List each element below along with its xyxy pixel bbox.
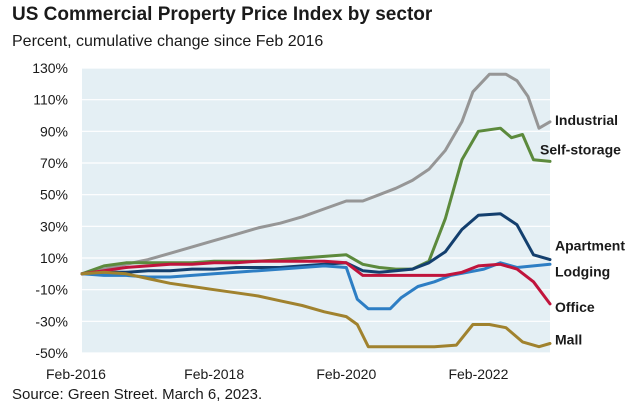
y-axis-ticks: 130% 110% 90% 70% 50% 30% 10% -10% -30% -50%: [32, 60, 68, 361]
y-tick-label: -10%: [35, 282, 68, 298]
y-tick-label: 130%: [32, 60, 68, 76]
y-tick-label: 10%: [40, 250, 68, 266]
chart-title: US Commercial Property Price Index by se…: [12, 4, 433, 25]
y-tick-label: 50%: [40, 187, 68, 203]
series-label-office: Office: [555, 299, 595, 315]
y-tick-label: 110%: [33, 92, 68, 108]
y-tick-label: 30%: [40, 218, 68, 234]
y-tick-label: 90%: [40, 123, 68, 139]
series-label-industrial: Industrial: [555, 112, 618, 128]
series-label-mall: Mall: [555, 332, 582, 348]
y-tick-label: -30%: [35, 313, 68, 329]
series-lines: [80, 72, 552, 349]
x-tick-label: Feb-2020: [316, 366, 376, 382]
series-line-lodging: [80, 261, 552, 311]
series-line-industrial: [80, 72, 552, 276]
source-note: Source: Green Street. March 6, 2023.: [12, 386, 263, 403]
series-label-apartment: Apartment: [555, 238, 625, 254]
chart-subtitle: Percent, cumulative change since Feb 201…: [12, 33, 324, 50]
y-tick-label: 70%: [40, 155, 68, 171]
series-label-self-storage: Self-storage: [540, 141, 621, 157]
series-labels: Industrial Self-storage Apartment Lodging Of…: [540, 112, 625, 348]
series-line-mall: [80, 270, 552, 349]
x-tick-label: Feb-2018: [184, 366, 244, 382]
x-tick-label: Feb-2022: [448, 366, 508, 382]
x-axis-ticks: Feb-2016 Feb-2018 Feb-2020 Feb-2022: [46, 366, 509, 382]
series-line-office: [80, 259, 552, 306]
y-tick-label: -50%: [35, 345, 68, 361]
x-tick-label: Feb-2016: [46, 366, 106, 382]
series-label-lodging: Lodging: [555, 263, 610, 279]
